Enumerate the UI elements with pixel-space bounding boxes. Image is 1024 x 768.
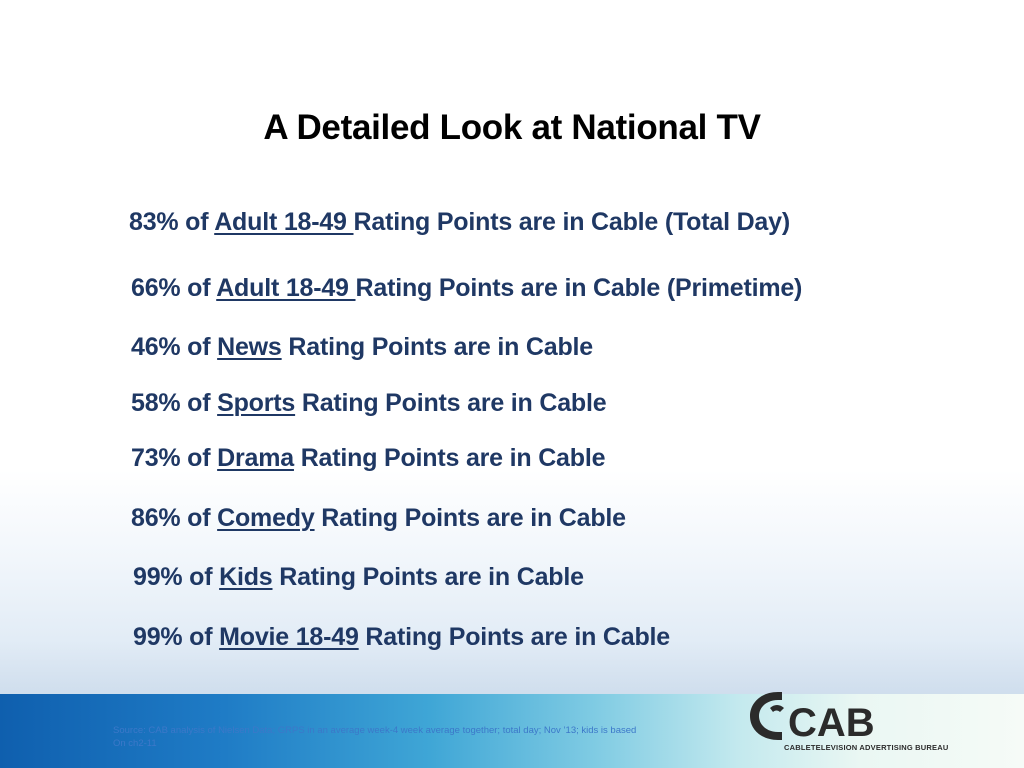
slide-title: A Detailed Look at National TV xyxy=(263,108,761,147)
cab-logo-mark: CAB xyxy=(750,692,875,742)
stat-category: Comedy xyxy=(217,504,315,532)
stat-percent: 99% of xyxy=(133,563,220,591)
stat-line-kids: 99% of Kids Rating Points are in Cable xyxy=(133,563,584,592)
stat-text: Rating Points are in Cable xyxy=(358,623,670,651)
stat-percent: 73% of xyxy=(131,444,218,472)
stat-line-comedy: 86% of Comedy Rating Points are in Cable xyxy=(131,504,626,533)
stat-text: Rating Points are in Cable xyxy=(314,504,626,532)
stat-percent: 86% of xyxy=(131,504,218,532)
stat-percent: 46% of xyxy=(131,333,218,361)
stat-category: Movie 18-49 xyxy=(219,623,359,651)
stat-text: Rating Points are in Cable xyxy=(295,389,607,417)
stat-category: Kids xyxy=(219,563,273,591)
stat-category: Drama xyxy=(217,444,294,472)
stat-line-drama: 73% of Drama Rating Points are in Cable xyxy=(131,444,605,473)
source-note: Source: CAB analysis of Nielsen Data; GR… xyxy=(113,724,753,750)
stat-category: News xyxy=(217,333,282,361)
stat-text: Rating Points are in Cable xyxy=(281,333,593,361)
stat-percent: 58% of xyxy=(131,389,218,417)
stat-text: Rating Points are in Cable (Total Day) xyxy=(353,208,791,236)
stat-category: Sports xyxy=(217,389,296,417)
stat-line-adult-18-49-total-day: 83% of Adult 18-49 Rating Points are in … xyxy=(129,208,790,237)
footer-band xyxy=(0,694,1024,768)
stat-line-sports: 58% of Sports Rating Points are in Cable xyxy=(131,389,607,418)
stat-line-adult-18-49-primetime: 66% of Adult 18-49 Rating Points are in … xyxy=(131,274,802,303)
source-line-1: Source: CAB analysis of Nielsen Data; GR… xyxy=(113,725,637,736)
stat-percent: 83% of xyxy=(129,208,215,236)
stat-category: Adult 18-49 xyxy=(214,208,354,236)
logo-caption: CABLETELEVISION ADVERTISING BUREAU xyxy=(784,743,949,752)
stat-text: Rating Points are in Cable xyxy=(272,563,584,591)
stat-percent: 99% of xyxy=(133,623,220,651)
stat-percent: 66% of xyxy=(131,274,217,302)
stat-line-news: 46% of News Rating Points are in Cable xyxy=(131,333,593,362)
stat-category: Adult 18-49 xyxy=(216,274,356,302)
logo-text: CAB xyxy=(788,701,875,742)
source-line-2: On ch2-11 xyxy=(113,738,157,749)
stat-text: Rating Points are in Cable (Primetime) xyxy=(355,274,803,302)
stat-line-movie-18-49: 99% of Movie 18-49 Rating Points are in … xyxy=(133,623,670,652)
stat-text: Rating Points are in Cable xyxy=(293,444,606,472)
cab-logo: CAB CABLETELEVISION ADVERTISING BUREAU xyxy=(748,686,958,756)
